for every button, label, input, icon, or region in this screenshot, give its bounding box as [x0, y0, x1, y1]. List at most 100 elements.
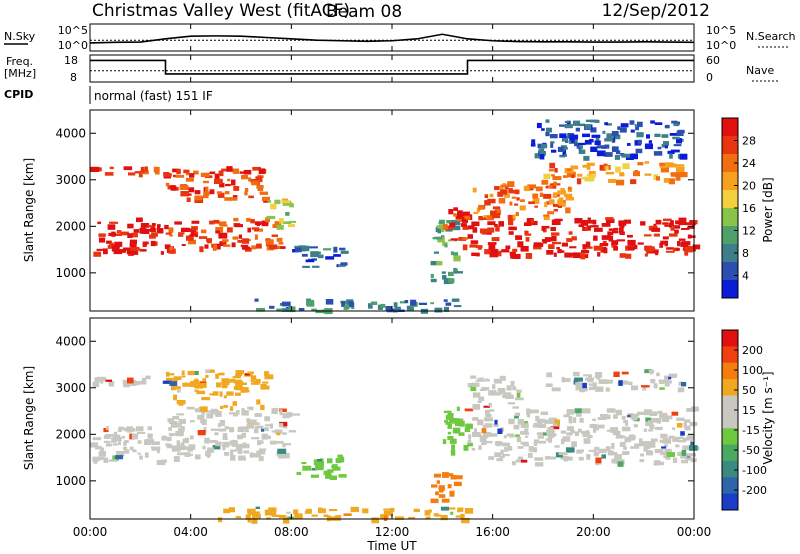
heatmap-cell	[251, 437, 260, 440]
heatmap-cell	[621, 153, 630, 158]
heatmap-cell	[159, 228, 164, 234]
heatmap-cell	[516, 389, 522, 393]
heatmap-cell	[108, 459, 117, 462]
heatmap-cell	[258, 175, 264, 178]
heatmap-cell	[100, 379, 104, 384]
heatmap-cell	[254, 221, 262, 225]
heatmap-cell	[506, 433, 515, 437]
heatmap-cell	[270, 203, 277, 210]
colorbar-segment	[722, 346, 738, 364]
heatmap-cell	[470, 386, 477, 392]
heatmap-cell	[610, 427, 619, 433]
heatmap-cell	[612, 430, 621, 436]
heatmap-cell	[684, 251, 689, 256]
heatmap-cell	[256, 243, 262, 249]
heatmap-cell	[687, 453, 696, 457]
heatmap-cell	[482, 425, 490, 428]
heatmap-cell	[444, 244, 448, 248]
heatmap-cell	[383, 515, 388, 522]
heatmap-cell	[594, 140, 601, 145]
heatmap-cell	[168, 427, 172, 431]
heatmap-cell	[516, 392, 521, 398]
heatmap-cell	[424, 510, 431, 516]
heatmap-cell	[601, 235, 609, 240]
heatmap-cell	[589, 423, 598, 429]
power-colorbar-label: Power [dB]	[761, 177, 775, 242]
heatmap-cell	[165, 377, 173, 381]
heatmap-cell	[233, 386, 243, 390]
heatmap-cell	[549, 162, 556, 169]
heatmap-cell	[595, 462, 602, 465]
heatmap-cell	[150, 240, 156, 247]
heatmap-cell	[618, 380, 623, 386]
heatmap-cell	[341, 301, 346, 307]
heatmap-cell	[368, 303, 373, 309]
heatmap-cell	[481, 428, 487, 434]
colorbar-tick-label: -100	[742, 464, 767, 477]
heatmap-cell	[271, 408, 278, 415]
heatmap-cell	[653, 233, 660, 237]
heatmap-cell	[551, 174, 555, 177]
heatmap-cell	[242, 387, 249, 393]
heatmap-cell	[337, 454, 343, 458]
heatmap-cell	[619, 231, 625, 235]
heatmap-cell	[254, 413, 262, 417]
heatmap-cell	[557, 199, 562, 205]
heatmap-cell	[390, 507, 395, 512]
heatmap-cell	[164, 173, 172, 177]
heatmap-cell	[464, 427, 471, 432]
heatmap-cell	[191, 220, 200, 224]
heatmap-cell	[220, 405, 224, 409]
heatmap-cell	[597, 417, 607, 420]
heatmap-cell	[594, 446, 600, 451]
heatmap-cell	[97, 376, 106, 382]
heatmap-cell	[223, 405, 228, 408]
heatmap-cell	[659, 412, 668, 419]
heatmap-cell	[246, 418, 251, 423]
heatmap-cell	[594, 451, 600, 455]
heatmap-cell	[430, 261, 439, 266]
heatmap-cell	[487, 242, 497, 245]
heatmap-cell	[684, 425, 691, 431]
heatmap-cell	[165, 232, 172, 235]
heatmap-cell	[613, 246, 618, 251]
heatmap-cell	[660, 240, 669, 245]
heatmap-cell	[105, 379, 112, 382]
heatmap-cell	[521, 430, 527, 434]
heatmap-cell	[574, 377, 583, 382]
heatmap-cell	[546, 372, 553, 378]
heatmap-cell	[554, 445, 560, 448]
heatmap-cell	[571, 236, 577, 241]
heatmap-cell	[224, 452, 230, 456]
heatmap-cell	[147, 224, 152, 228]
heatmap-cell	[293, 509, 299, 515]
heatmap-cell	[176, 422, 182, 428]
heatmap-cell	[325, 474, 331, 479]
heatmap-cell	[103, 428, 109, 433]
heatmap-cell	[606, 408, 616, 413]
heatmap-cell	[595, 457, 602, 464]
heatmap-cell	[668, 178, 675, 185]
heatmap-cell	[230, 449, 238, 452]
heatmap-cell	[484, 417, 494, 422]
heatmap-cell	[351, 306, 355, 310]
heatmap-cell	[676, 166, 685, 173]
heatmap-cell	[585, 377, 594, 381]
heatmap-cell	[103, 440, 111, 443]
heatmap-cell	[393, 302, 398, 308]
heatmap-cell	[665, 162, 674, 168]
heatmap-cell	[214, 243, 221, 250]
heatmap-cell	[534, 153, 544, 159]
heatmap-cell	[217, 192, 225, 198]
heatmap-cell	[448, 239, 452, 242]
heatmap-cell	[450, 251, 454, 256]
heatmap-cell	[202, 180, 209, 184]
heatmap-cell	[175, 430, 184, 437]
heatmap-cell	[548, 244, 555, 249]
heatmap-cell	[128, 172, 136, 176]
heatmap-cell	[282, 198, 289, 202]
heatmap-cell	[606, 133, 615, 139]
heatmap-cell	[500, 189, 508, 195]
heatmap-cell	[437, 229, 441, 234]
heatmap-cell	[205, 450, 212, 457]
